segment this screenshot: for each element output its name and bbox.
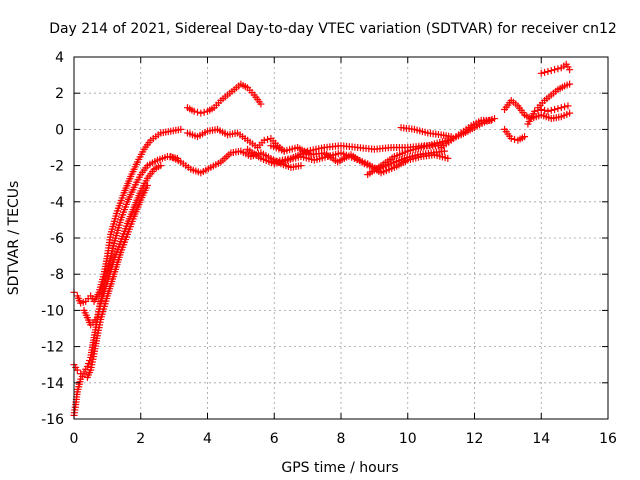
y-tick-label: -2 (50, 159, 64, 175)
x-tick-label: 0 (70, 431, 79, 447)
series-track-j (270, 142, 445, 166)
y-tick-label: -12 (41, 340, 64, 356)
x-tick-label: 14 (532, 431, 550, 447)
data-point (544, 107, 552, 115)
data-point (197, 109, 205, 117)
data-point (83, 363, 91, 371)
x-axis-title: GPS time / hours (281, 460, 398, 476)
data-point (547, 67, 555, 75)
y-tick-label: -14 (41, 376, 64, 392)
y-tick-label: 2 (55, 86, 64, 102)
data-point (444, 154, 452, 162)
data-point (193, 108, 201, 116)
series-track-l (397, 124, 455, 141)
series-track-f (183, 125, 288, 155)
data-point (537, 69, 545, 77)
data-point (541, 68, 549, 76)
y-tick-label: -8 (50, 267, 64, 283)
series-track-n (501, 96, 574, 123)
data-point (566, 80, 574, 88)
y-tick-label: -16 (41, 412, 64, 428)
x-tick-label: 16 (599, 431, 617, 447)
data-point (544, 67, 552, 75)
x-tick-label: 4 (203, 431, 212, 447)
data-point (264, 135, 272, 143)
data-point (73, 366, 81, 374)
data-point (561, 103, 569, 111)
chart-title: Day 214 of 2021, Sidereal Day-to-day VTE… (49, 21, 617, 37)
y-axis-title: SDTVAR / TECUs (6, 181, 22, 296)
series-track-a (70, 125, 185, 307)
series-track-e (183, 80, 265, 117)
x-tick-label: 2 (136, 431, 145, 447)
data-point (547, 106, 555, 114)
data-point (531, 107, 539, 115)
data-point (190, 107, 198, 115)
x-tick-label: 10 (399, 431, 417, 447)
data-point (566, 109, 574, 117)
data-point (564, 102, 572, 110)
data-point (521, 133, 529, 141)
series-track-d (80, 162, 165, 329)
data-point (260, 136, 268, 144)
data-point (440, 147, 448, 155)
data-point (557, 104, 565, 112)
data-point (200, 108, 208, 116)
y-tick-label: 0 (55, 122, 64, 138)
data-point (551, 105, 559, 113)
y-tick-label: -4 (50, 195, 64, 211)
y-tick-label: 4 (55, 50, 64, 66)
data-point (80, 370, 88, 378)
series-track-o (501, 125, 529, 144)
x-tick-label: 8 (337, 431, 346, 447)
series-track-m (437, 116, 495, 151)
data-point (487, 116, 495, 124)
ticks: 0 2 4 6 8 10 12 14 16 -16 -14 -12 -10 -8 -6 -4 -2 0 2 4 (41, 50, 617, 447)
data-point (551, 66, 559, 74)
data-point (566, 66, 574, 74)
x-tick-label: 6 (270, 431, 279, 447)
y-tick-label: -6 (50, 231, 64, 247)
data-point (84, 359, 92, 367)
y-tick-label: -10 (41, 303, 64, 319)
data-points (70, 60, 574, 419)
series-track-q (534, 80, 574, 112)
data-point (554, 105, 562, 113)
data-point (157, 162, 165, 170)
grid (74, 57, 608, 419)
x-tick-label: 12 (466, 431, 484, 447)
data-point (541, 106, 549, 114)
data-point (554, 65, 562, 73)
data-point (177, 125, 185, 133)
series-track-r (537, 60, 574, 77)
data-point (537, 105, 545, 113)
series-track-p (524, 102, 572, 128)
data-point (257, 100, 265, 108)
data-point (507, 134, 515, 142)
data-point (297, 162, 305, 170)
